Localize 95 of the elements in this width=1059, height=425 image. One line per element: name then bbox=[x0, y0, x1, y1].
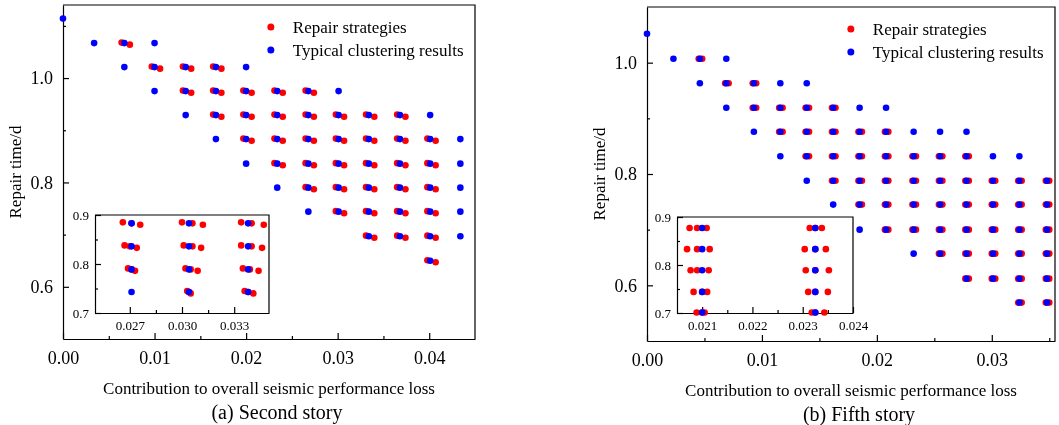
y-tick-label: 0.6 bbox=[30, 277, 53, 298]
x-tick-label: 0.021 bbox=[688, 318, 718, 334]
legend-label: Repair strategies bbox=[292, 17, 407, 37]
point bbox=[693, 266, 701, 274]
x-tick-label: 0.00 bbox=[47, 347, 80, 368]
point bbox=[194, 267, 201, 275]
point bbox=[258, 244, 266, 252]
x-tick-label: 0.00 bbox=[631, 349, 664, 370]
point bbox=[683, 245, 691, 253]
point bbox=[242, 63, 250, 71]
point bbox=[59, 15, 67, 22]
point bbox=[698, 224, 706, 232]
x-axis-title: Contribution to overall seismic performance loss bbox=[685, 381, 1017, 400]
point bbox=[185, 243, 193, 250]
point bbox=[801, 245, 809, 253]
y-axis-title: Repair time/d bbox=[6, 125, 25, 219]
point bbox=[698, 245, 706, 253]
point bbox=[242, 160, 250, 167]
text: (a) Second story bbox=[211, 401, 343, 424]
x-tick-label: 0.01 bbox=[139, 347, 171, 368]
point bbox=[305, 208, 312, 215]
y-tick-label: 0.7 bbox=[72, 305, 90, 321]
y-tick-label: 0.8 bbox=[614, 164, 637, 185]
point bbox=[804, 288, 812, 296]
point bbox=[706, 245, 713, 253]
legend-label: Typical clustering results bbox=[292, 40, 464, 60]
x-tick-label: 0.030 bbox=[167, 318, 198, 334]
x-tick-label: 0.02 bbox=[230, 347, 263, 368]
point bbox=[185, 220, 193, 227]
point bbox=[687, 266, 694, 274]
y-tick-label: 0.8 bbox=[654, 257, 671, 273]
x-tick-label: 0.02 bbox=[861, 349, 894, 370]
point bbox=[199, 221, 207, 229]
y-tick-label: 0.6 bbox=[614, 275, 637, 296]
point bbox=[250, 290, 257, 297]
point bbox=[151, 39, 158, 47]
y-tick-label: 0.7 bbox=[654, 305, 672, 321]
point bbox=[457, 184, 464, 191]
point bbox=[197, 244, 205, 252]
x-axis-title: Contribution to overall seismic performance loss bbox=[103, 379, 435, 398]
point bbox=[273, 184, 281, 191]
point bbox=[121, 242, 128, 249]
y-tick-label: 0.8 bbox=[30, 172, 53, 193]
point bbox=[821, 309, 828, 316]
point bbox=[121, 63, 128, 71]
point bbox=[698, 266, 706, 274]
point bbox=[90, 39, 98, 47]
x-tick-label: 0.03 bbox=[976, 349, 1009, 370]
point bbox=[182, 111, 189, 119]
point bbox=[178, 219, 186, 226]
point bbox=[180, 242, 188, 249]
point bbox=[119, 219, 127, 226]
point bbox=[802, 266, 810, 274]
point bbox=[255, 267, 262, 275]
x-tick-label: 0.03 bbox=[322, 347, 354, 368]
point bbox=[128, 288, 135, 296]
point bbox=[457, 208, 464, 215]
legend-label: Typical clustering results bbox=[872, 42, 1044, 62]
point bbox=[136, 221, 144, 229]
point bbox=[825, 266, 833, 274]
legend-label: Repair strategies bbox=[872, 19, 987, 39]
point bbox=[690, 288, 697, 296]
x-tick-label: 0.024 bbox=[838, 318, 869, 334]
point bbox=[237, 242, 245, 249]
x-tick-label: 0.033 bbox=[220, 318, 250, 334]
x-tick-label: 0.01 bbox=[746, 349, 779, 370]
point bbox=[237, 219, 245, 226]
point bbox=[457, 135, 464, 143]
y-tick-label: 0.9 bbox=[72, 207, 89, 223]
point bbox=[244, 243, 252, 250]
x-tick-label: 0.04 bbox=[413, 347, 446, 368]
y-tick-label: 0.8 bbox=[72, 256, 89, 272]
point bbox=[335, 87, 342, 95]
x-tick-label: 0.022 bbox=[738, 318, 768, 334]
point bbox=[244, 220, 252, 227]
point bbox=[151, 87, 158, 95]
point bbox=[457, 232, 464, 240]
point bbox=[818, 224, 826, 232]
x-tick-label: 0.027 bbox=[115, 318, 146, 334]
point bbox=[693, 309, 700, 316]
y-axis-title: Repair time/d bbox=[590, 127, 609, 221]
x-tick-label: 0.023 bbox=[788, 318, 818, 334]
point bbox=[686, 224, 693, 232]
point bbox=[824, 288, 832, 296]
point bbox=[260, 221, 268, 229]
point bbox=[239, 265, 247, 272]
point bbox=[426, 111, 434, 119]
point bbox=[822, 245, 830, 253]
point bbox=[705, 266, 712, 274]
point bbox=[212, 135, 220, 143]
y-tick-label: 1.0 bbox=[614, 52, 637, 73]
y-tick-label: 0.9 bbox=[654, 209, 671, 225]
text: (b) Fifth story bbox=[802, 403, 916, 425]
point bbox=[457, 160, 464, 167]
y-tick-label: 1.0 bbox=[30, 68, 53, 89]
